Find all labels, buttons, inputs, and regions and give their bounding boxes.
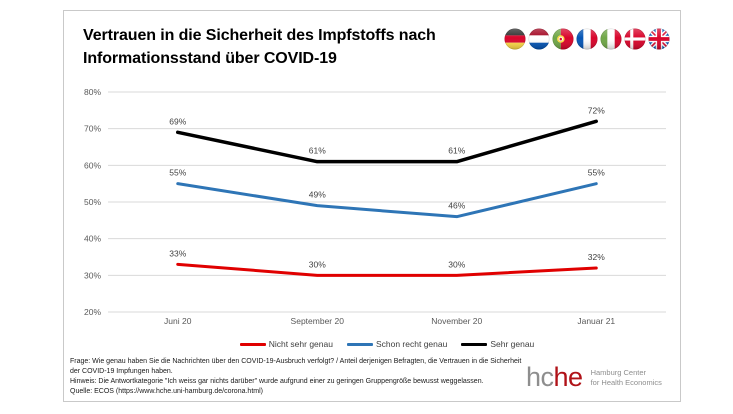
data-label: 30% [309,259,326,269]
footnote-quelle: Quelle: ECOS (https://www.hche.uni-hambu… [70,388,263,395]
flag-germany-icon [504,28,526,50]
data-label: 49% [309,190,326,200]
y-axis-tick-label: 60% [84,160,101,170]
data-label: 30% [448,259,465,269]
data-label: 55% [588,168,605,178]
flag-portugal-icon [552,28,574,50]
data-label: 46% [448,201,465,211]
flag-denmark-icon [624,28,646,50]
logo-text-red: he [553,362,584,392]
chart-card: Vertrauen in die Sicherheit des Impfstof… [63,10,681,402]
hche-logotype: hche [526,362,583,392]
y-axis-tick-label: 30% [84,270,101,280]
legend-label: Nicht sehr genau [268,339,333,349]
data-label: 55% [169,168,186,178]
legend-line-swatch [239,342,266,346]
series-line-sehr-genau [176,119,598,164]
y-axis-tick-label: 70% [84,124,101,134]
line-chart: 20% 30% 40% 50% 60% 70% 80% Juni 20 September 20… [84,87,666,326]
data-label: 61% [448,146,465,156]
series-line-nicht-sehr-genau [176,262,598,277]
flag-netherlands-icon [528,28,550,50]
y-axis-tick-label: 40% [84,234,101,244]
y-axis-tick-label: 20% [84,307,101,317]
country-flags [504,28,670,50]
data-label: 32% [588,252,605,262]
data-label: 69% [169,116,186,126]
flag-italy-icon [600,28,622,50]
legend-label: Schon recht genau [375,339,448,349]
title-line-1: Vertrauen in die Sicherheit des Impfstof… [83,27,436,44]
flag-united-kingdom-icon [648,28,670,50]
flag-france-icon [576,28,598,50]
x-axis-tick-label: September 20 [291,316,345,326]
x-axis-tick-label: Juni 20 [164,316,192,326]
legend-label: Sehr genau [490,339,535,349]
legend-line-swatch [461,342,488,346]
data-label: 72% [588,105,605,115]
y-axis-tick-label: 50% [84,197,101,207]
series-line-schon-recht-genau [176,182,598,219]
y-axis-tick-label: 80% [84,87,101,97]
footnotes: Frage: Wie genau haben Sie die Nachricht… [70,357,522,397]
logo-text-gray: hc [526,362,554,392]
data-label: 61% [309,146,326,156]
legend-item-schon-recht-genau: Schon recht genau [346,339,448,349]
legend-line-swatch [346,342,373,346]
hche-logo-subtitle: Hamburg Center for Health Economics [591,368,662,392]
logo-subtitle-line1: Hamburg Center [590,368,647,377]
logo-subtitle-line2: for Health Economics [590,378,662,387]
x-axis-tick-label: Januar 21 [577,316,615,326]
x-axis-tick-label: November 20 [431,316,482,326]
footnote-hinweis: Hinweis: Die Antwortkategorie "Ich weiss… [70,378,484,385]
footnote-frage: Frage: Wie genau haben Sie die Nachricht… [70,358,522,375]
data-label: 33% [169,248,186,258]
hche-logo: hche Hamburg Center for Health Economics [526,362,662,392]
page-title: Vertrauen in die Sicherheit des Impfstof… [83,24,436,70]
legend-item-nicht-sehr-genau: Nicht sehr genau [239,339,333,349]
chart-legend: Nicht sehr genau Schon recht genau Sehr ge… [108,337,666,351]
title-line-2: Informationsstand über COVID-19 [83,50,337,67]
legend-item-sehr-genau: Sehr genau [461,339,534,349]
